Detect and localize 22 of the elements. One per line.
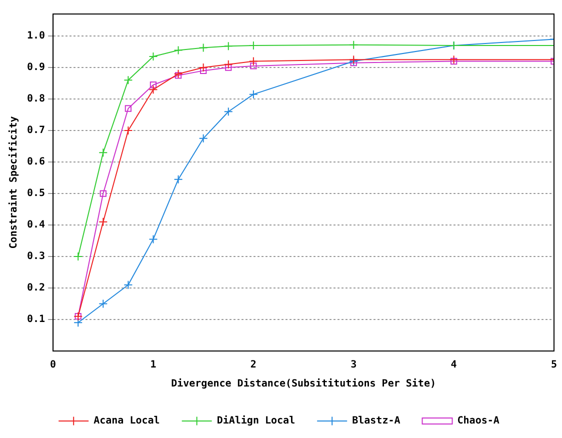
- y-tick-label: 0.1: [27, 314, 46, 326]
- y-axis-title: Constraint Specificity: [8, 116, 20, 249]
- x-axis-title: Divergence Distance(Subsititutions Per Site): [171, 378, 436, 390]
- legend-label: Acana Local: [94, 416, 160, 427]
- y-tick-label: 0.3: [27, 251, 46, 262]
- legend-label: DiAlign Local: [216, 414, 296, 427]
- x-tick-label: 2: [250, 360, 256, 371]
- y-tick-label: 0.2: [27, 282, 46, 294]
- x-tick-label: 3: [350, 360, 357, 371]
- y-tick-label: 1.0: [27, 30, 46, 42]
- y-tick-label: 0.7: [27, 125, 46, 136]
- x-tick-label: 1: [150, 360, 156, 371]
- y-tick-label: 0.5: [27, 188, 46, 200]
- y-tick-label: 0.9: [27, 62, 46, 74]
- x-tick-label: 4: [450, 360, 457, 371]
- x-tick-label: 0: [50, 360, 56, 371]
- y-tick-label: 0.8: [27, 94, 46, 105]
- y-tick-label: 0.4: [27, 220, 46, 231]
- legend-label: Chaos-A: [457, 416, 500, 427]
- y-tick-label: 0.6: [27, 156, 46, 168]
- legend-label: Blastz-A: [352, 416, 400, 427]
- x-tick-label: 5: [550, 360, 558, 371]
